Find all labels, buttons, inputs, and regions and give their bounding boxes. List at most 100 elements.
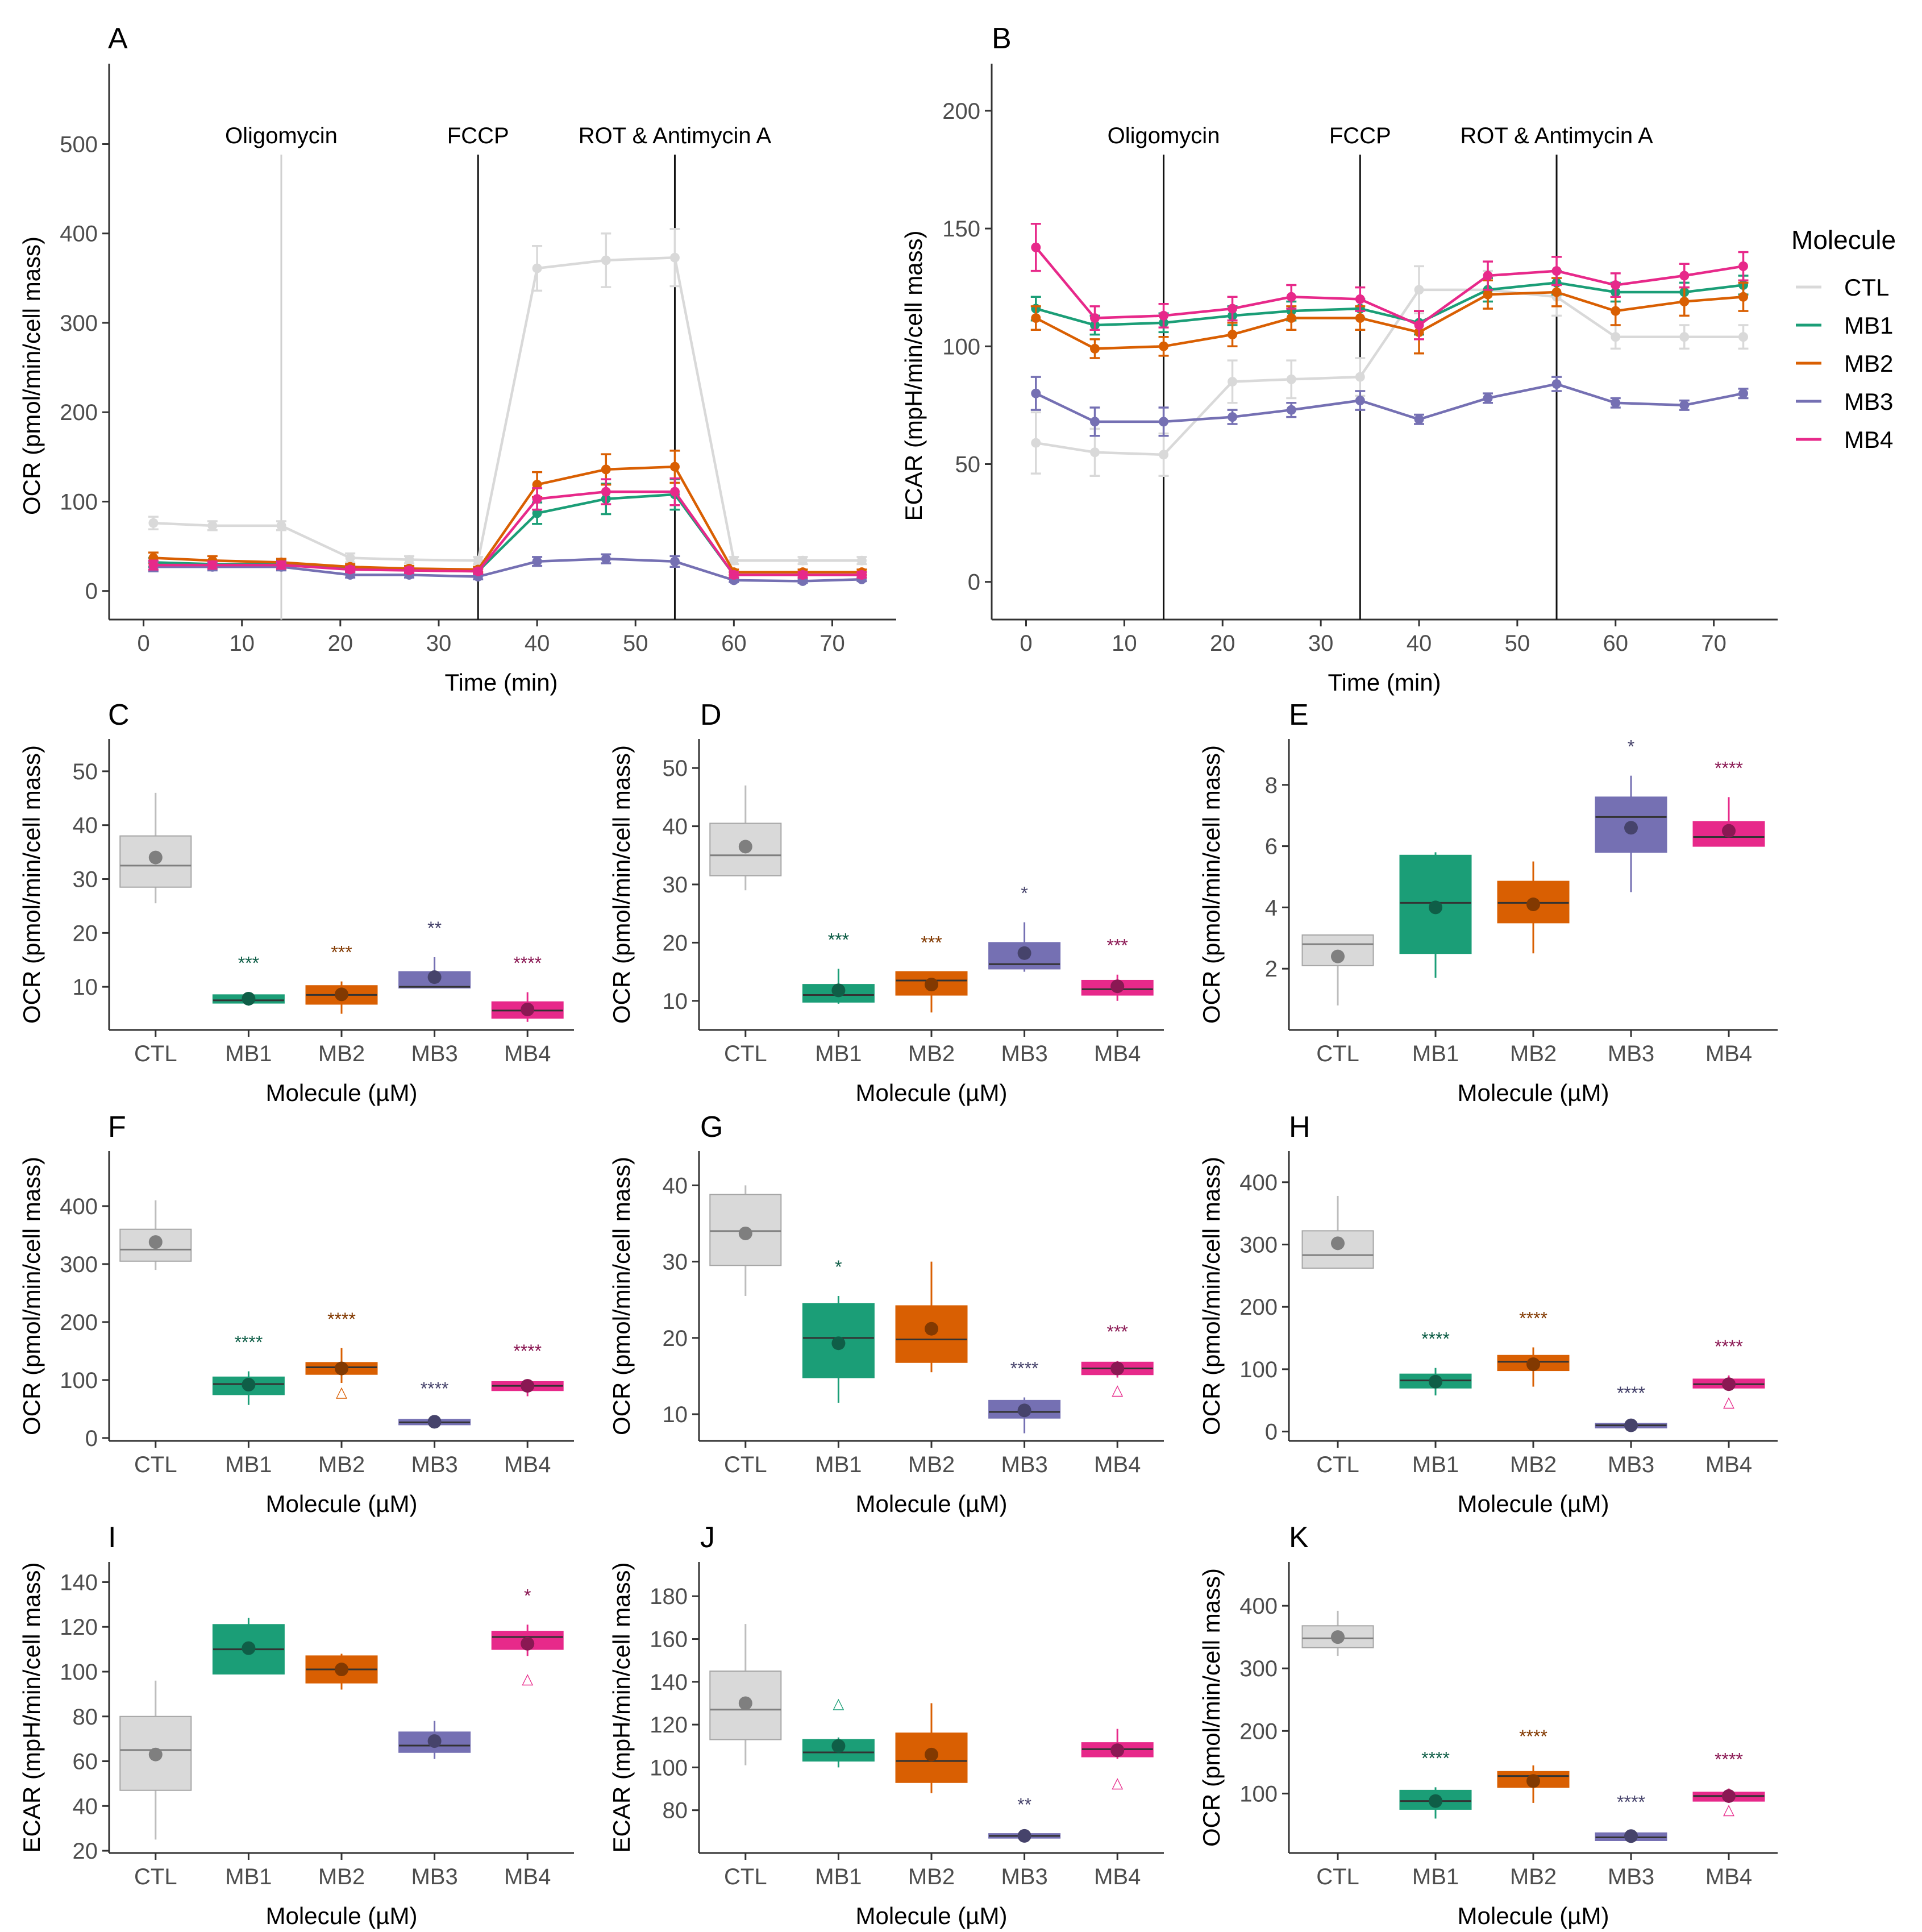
data-point-b-ctl-0	[1031, 438, 1041, 448]
y-tick-label-k-0: 100	[1239, 1781, 1278, 1806]
data-point-b-mb3-8	[1551, 379, 1562, 389]
series-line-a-ctl	[153, 256, 862, 562]
mean-point-k-mb2	[1526, 1774, 1540, 1788]
y-axis-title-h: OCR (pmol/min/cell mass)	[1198, 1157, 1225, 1435]
mean-point-f-mb4	[521, 1379, 535, 1393]
y-tick-label-k-2: 300	[1239, 1656, 1278, 1681]
y-tick-label-e-0: 2	[1265, 957, 1278, 982]
mean-point-c-mb3	[427, 970, 442, 984]
data-point-a-mb4-8	[669, 487, 680, 497]
x-axis-title-b: Time (min)	[1328, 669, 1441, 696]
y-tick-label-j-1: 100	[650, 1755, 688, 1780]
x-tick-label-g-2: MB2	[908, 1452, 955, 1477]
x-tick-label-k-1: MB1	[1412, 1864, 1459, 1889]
mean-point-h-mb2	[1526, 1357, 1540, 1372]
x-tick-label-b-1: 10	[1112, 631, 1137, 656]
y-tick-label-i-3: 80	[73, 1705, 98, 1730]
significance-d-mb3: *	[1021, 883, 1027, 904]
x-tick-label-k-0: CTL	[1316, 1864, 1359, 1889]
data-point-b-ctl-10	[1679, 332, 1690, 342]
x-tick-label-b-5: 50	[1505, 631, 1530, 656]
data-point-b-mb3-3	[1228, 412, 1238, 422]
x-tick-label-g-3: MB3	[1001, 1452, 1047, 1477]
mean-point-c-ctl	[148, 850, 163, 865]
x-tick-label-c-1: MB1	[225, 1041, 272, 1066]
significance-f-mb4: ****	[513, 1341, 542, 1361]
outlier-marker-k-mb4: △	[1723, 1801, 1734, 1818]
y-tick-label-g-3: 40	[663, 1173, 688, 1198]
series-line-b-ctl	[1035, 288, 1744, 456]
mean-point-c-mb4	[521, 1002, 535, 1016]
significance-k-mb1: ****	[1421, 1748, 1450, 1768]
y-tick-label-a-5: 500	[60, 132, 98, 157]
outlier-marker-f-mb2: △	[336, 1383, 347, 1400]
data-point-b-mb2-2	[1159, 341, 1169, 351]
y-tick-label-b-2: 100	[942, 334, 980, 359]
series-line-a-mb4	[153, 490, 862, 576]
x-tick-label-a-0: 0	[137, 631, 149, 656]
data-point-a-ctl-2	[276, 521, 286, 531]
panel-label-i: I	[108, 1521, 116, 1554]
mean-point-h-ctl	[1331, 1236, 1345, 1250]
panel-h: H 0 100 200 300 400 CTL MB1 MB2 MB3 MB4 Molecule (µ…	[1198, 1111, 1778, 1517]
y-tick-label-f-1: 100	[60, 1368, 98, 1393]
data-point-b-mb3-2	[1159, 417, 1169, 427]
data-point-a-ctl-6	[532, 263, 542, 273]
panel-label-b: B	[992, 22, 1012, 55]
panel-a: A 0 100 200 300 400 500 0 10 20 30 40 50 60 70 Time (mi…	[18, 22, 896, 696]
data-point-b-mb4-5	[1355, 294, 1365, 304]
data-point-b-mb2-7	[1483, 289, 1493, 300]
data-point-a-mb4-11	[856, 570, 867, 580]
y-tick-label-i-0: 20	[73, 1839, 98, 1864]
mean-point-g-mb4	[1110, 1361, 1125, 1376]
significance-c-mb3: **	[427, 918, 442, 938]
data-point-b-ctl-1	[1090, 447, 1100, 458]
outlier-marker-i-mb4: △	[522, 1670, 533, 1687]
data-point-a-mb4-4	[404, 566, 414, 576]
outlier-marker-g-mb4: △	[1112, 1381, 1123, 1398]
injection-label-a-2: ROT & Antimycin A	[579, 123, 772, 148]
x-tick-label-h-3: MB3	[1608, 1452, 1654, 1477]
data-point-a-ctl-5	[473, 555, 483, 566]
x-tick-label-j-3: MB3	[1001, 1864, 1047, 1889]
y-tick-label-g-0: 10	[663, 1402, 688, 1427]
data-point-a-ctl-1	[207, 521, 218, 531]
data-point-b-mb2-4	[1286, 313, 1296, 323]
mean-point-i-ctl	[148, 1747, 163, 1761]
x-tick-label-d-4: MB4	[1094, 1041, 1141, 1066]
mean-point-g-ctl	[738, 1226, 752, 1240]
x-axis-title-d: Molecule (µM)	[856, 1079, 1008, 1106]
y-tick-label-h-1: 100	[1239, 1357, 1278, 1382]
data-point-b-mb2-11	[1738, 292, 1748, 302]
y-tick-label-k-3: 400	[1239, 1594, 1278, 1619]
box-g-mb1	[802, 1303, 875, 1378]
panel-label-k: K	[1289, 1521, 1309, 1554]
data-point-a-ctl-10	[798, 555, 808, 566]
mean-point-g-mb2	[925, 1322, 938, 1336]
data-point-b-ctl-6	[1414, 285, 1424, 295]
x-tick-label-a-2: 20	[328, 631, 353, 656]
x-tick-label-e-0: CTL	[1316, 1041, 1359, 1066]
x-axis-title-f: Molecule (µM)	[266, 1490, 418, 1517]
panel-label-f: F	[108, 1111, 126, 1144]
y-tick-label-j-2: 120	[650, 1713, 688, 1738]
data-point-b-mb2-1	[1090, 343, 1100, 354]
y-tick-label-c-2: 30	[73, 867, 98, 892]
y-tick-label-b-1: 50	[955, 452, 981, 477]
data-point-b-mb3-7	[1483, 393, 1493, 403]
y-tick-label-h-2: 200	[1239, 1295, 1278, 1320]
x-tick-label-j-2: MB2	[908, 1864, 955, 1889]
x-tick-label-a-1: 10	[229, 631, 255, 656]
panel-f: F 0 100 200 300 400 CTL MB1 MB2 MB3 MB4 Molecule (µ…	[18, 1111, 574, 1517]
panel-g: G 10 20 30 40 CTL MB1 MB2 MB3 MB4 Molecule (µM) OCR…	[608, 1111, 1164, 1517]
mean-point-e-mb3	[1624, 821, 1638, 835]
x-tick-label-i-3: MB3	[411, 1864, 457, 1889]
x-tick-label-f-3: MB3	[411, 1452, 457, 1477]
data-point-a-mb4-7	[601, 487, 611, 497]
y-tick-label-i-1: 40	[73, 1794, 98, 1819]
data-point-b-mb3-6	[1414, 414, 1424, 425]
series-line-b-mb3	[1035, 383, 1744, 423]
x-tick-label-j-4: MB4	[1094, 1864, 1141, 1889]
y-tick-label-j-4: 160	[650, 1627, 688, 1652]
